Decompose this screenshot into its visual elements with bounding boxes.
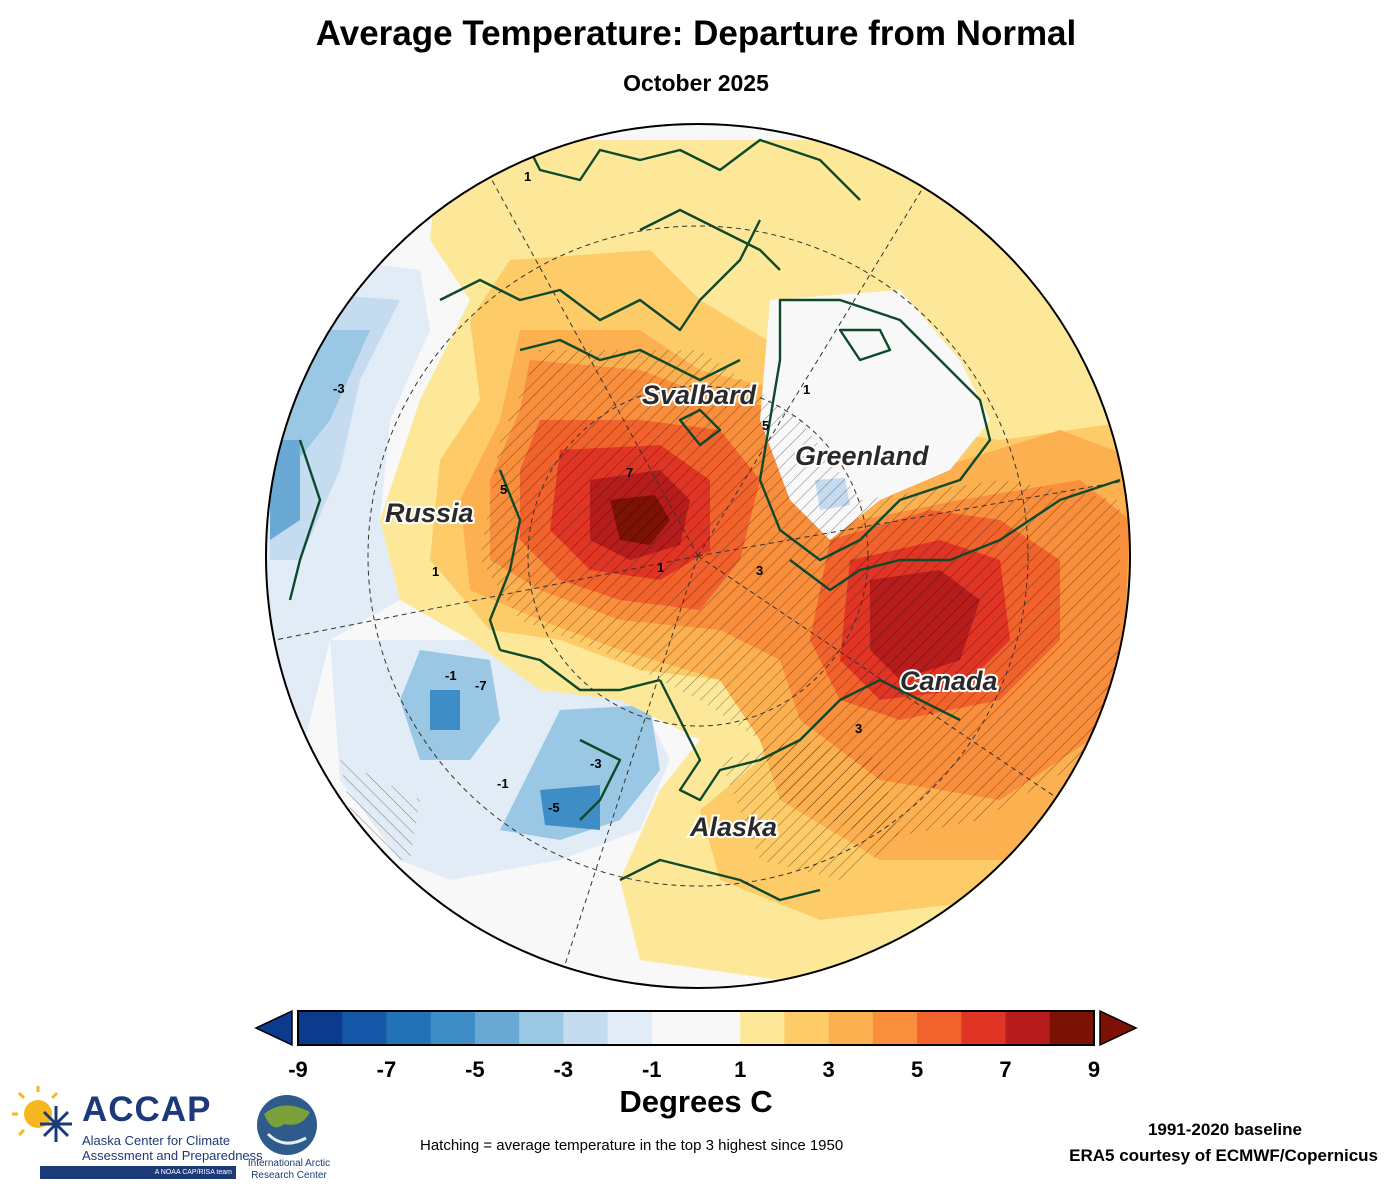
contour-label: 3 <box>756 563 763 578</box>
colorbar-label: Degrees C <box>619 1084 773 1119</box>
colorbar-cell <box>1049 1011 1095 1045</box>
colorbar-cells <box>298 1011 1095 1045</box>
hatching-top3-alaska <box>720 740 900 880</box>
accap-logo-text: ACCAP <box>82 1090 212 1129</box>
colorbar-tick-label: -9 <box>288 1057 308 1082</box>
contour-labels: 1 1 1 1 3 3 5 5 7 -1 -1 -3 -3 -5 -7 <box>333 169 862 815</box>
colorbar-cell <box>872 1011 918 1045</box>
colorbar-tick-label: 1 <box>734 1057 746 1082</box>
colorbar-cell <box>607 1011 653 1045</box>
colorbar-cell <box>430 1011 476 1045</box>
coastlines <box>288 129 1121 902</box>
colorbar-frame <box>297 1010 1095 1046</box>
colorbar-cell <box>651 1011 697 1045</box>
contour-label: -5 <box>548 800 560 815</box>
region-label-canada: Canada <box>900 666 998 696</box>
colorbar: -9 -7 -5 -3 -1 1 3 5 7 9 <box>254 1009 1138 1082</box>
contour-label: -3 <box>333 381 345 396</box>
iarc-globe-icon <box>257 1095 317 1155</box>
colorbar-tick-label: -3 <box>554 1057 574 1082</box>
contour-label: 5 <box>500 482 507 497</box>
contour-label: -3 <box>590 756 602 771</box>
iarc-name-line2: Research Center <box>251 1170 327 1181</box>
region-label-russia: Russia <box>385 498 474 528</box>
colorbar-cell <box>386 1011 432 1045</box>
hatching-note: Hatching = average temperature in the to… <box>420 1137 844 1154</box>
colorbar-cell <box>961 1011 1007 1045</box>
cool-core-siberia-b <box>540 785 600 830</box>
region-label-alaska: Alaska <box>689 812 777 842</box>
contour-label: 7 <box>626 465 633 480</box>
colorbar-cell <box>298 1011 343 1045</box>
contour-label: 3 <box>855 721 862 736</box>
colorbar-tick-labels: -9 -7 -5 -3 -1 1 3 5 7 9 <box>288 1057 1100 1082</box>
cool-region-siberia-b <box>500 705 660 840</box>
map-border <box>265 123 1131 989</box>
contour-label: 5 <box>762 418 769 433</box>
hatching-top3-arctic <box>480 350 1120 840</box>
colorbar-tick-label: 3 <box>823 1057 835 1082</box>
colorbar-tick-label: 5 <box>911 1057 923 1082</box>
colorbar-cell <box>784 1011 830 1045</box>
accap-name-line1: Alaska Center for Climate <box>82 1133 231 1148</box>
contour-label: -1 <box>445 668 457 683</box>
cool-core-siberia-a <box>430 690 460 730</box>
colorbar-cell <box>342 1011 387 1045</box>
chart-title: Average Temperature: Departure from Norm… <box>315 14 1077 53</box>
colorbar-cell <box>474 1011 520 1045</box>
colorbar-under-arrow <box>254 1009 293 1047</box>
accap-tagline: A NOAA CAP/RISA team <box>40 1166 236 1179</box>
accap-logo-icon <box>12 1086 72 1142</box>
baseline-note: 1991-2020 baseline <box>1147 1120 1302 1139</box>
colorbar-tick-label: -7 <box>377 1057 397 1082</box>
contour-label: 1 <box>803 382 810 397</box>
colorbar-cell <box>1005 1011 1051 1045</box>
colorbar-tick-label: 7 <box>999 1057 1011 1082</box>
colorbar-over-arrow <box>1099 1009 1138 1047</box>
contour-label: -7 <box>475 678 487 693</box>
colorbar-tick-label: -1 <box>642 1057 662 1082</box>
contour-label: 1 <box>432 564 439 579</box>
iarc-name-line1: International Arctic <box>247 1158 331 1169</box>
region-label-greenland: Greenland <box>795 441 929 471</box>
colorbar-cell <box>917 1011 962 1045</box>
colorbar-tick-label: -5 <box>465 1057 485 1082</box>
accap-name-line2: Assessment and Preparedness <box>82 1148 263 1163</box>
contour-label: 1 <box>524 169 531 184</box>
colorbar-tick-label: 9 <box>1088 1057 1100 1082</box>
cool-core-west <box>270 440 300 540</box>
colorbar-cell <box>696 1011 741 1045</box>
contour-label: -1 <box>497 776 509 791</box>
data-credit: ERA5 courtesy of ECMWF/Copernicus <box>1069 1146 1378 1165</box>
colorbar-cell <box>563 1011 609 1045</box>
colorbar-cell <box>828 1011 874 1045</box>
graticule <box>274 139 1130 981</box>
colorbar-cell <box>519 1011 564 1045</box>
colorbar-cell <box>740 1011 785 1045</box>
region-label-svalbard: Svalbard <box>642 380 757 410</box>
contour-label: 1 <box>657 560 664 575</box>
chart-subtitle: October 2025 <box>623 70 769 96</box>
